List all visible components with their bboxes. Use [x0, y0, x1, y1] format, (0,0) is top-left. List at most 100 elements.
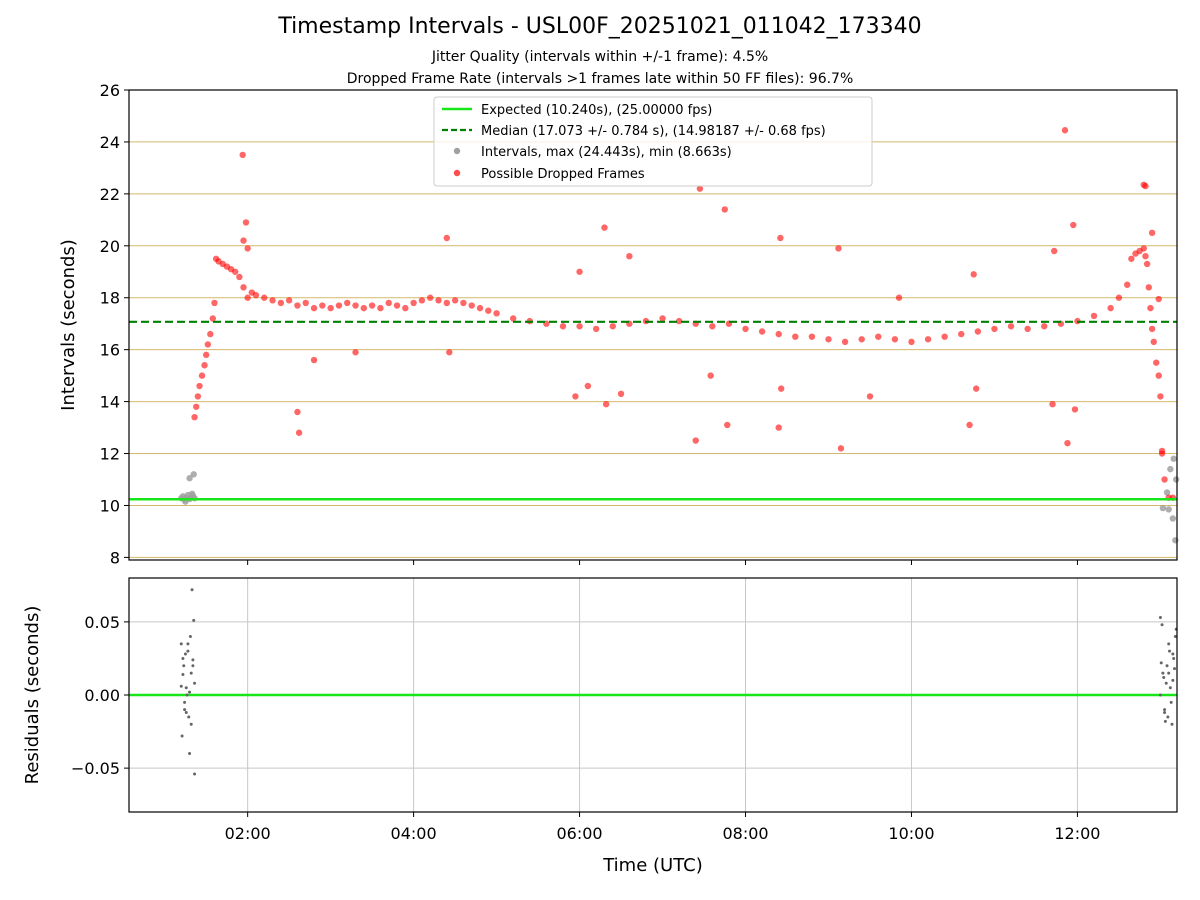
- residual-point: [187, 715, 191, 719]
- dropped-frame-point: [252, 291, 260, 299]
- dropped-frame-point: [592, 325, 600, 333]
- dropped-frame-point: [327, 304, 334, 312]
- xtick-label: 02:00: [225, 824, 271, 843]
- dropped-frame-point: [460, 299, 467, 307]
- top-ytick-label: 8: [110, 548, 120, 567]
- dropped-frame-point: [209, 315, 217, 322]
- top-ytick-label: 12: [100, 445, 120, 464]
- dropped-frame-point: [1070, 221, 1077, 229]
- dropped-frame-point: [202, 351, 210, 359]
- dropped-frame-point: [696, 185, 704, 192]
- dropped-frame-point: [1024, 325, 1031, 333]
- dropped-frame-point: [758, 328, 766, 335]
- dropped-frame-point: [1107, 304, 1114, 312]
- dropped-frame-point: [1158, 447, 1166, 455]
- bottom-y-axis-label: Residuals (seconds): [22, 606, 43, 785]
- residual-point: [1171, 678, 1175, 682]
- dropped-frame-point: [435, 297, 442, 304]
- dropped-frame-point: [476, 304, 484, 312]
- residual-point: [179, 642, 183, 646]
- dropped-frame-point: [908, 338, 915, 346]
- residual-point: [1159, 661, 1163, 665]
- residual-point: [189, 722, 193, 726]
- residual-point: [1162, 675, 1166, 679]
- top-ytick-label: 22: [100, 185, 120, 204]
- dropped-frame-point: [493, 310, 500, 317]
- residual-point: [183, 652, 187, 656]
- dropped-frame-point: [302, 299, 309, 307]
- interval-point: [1170, 455, 1177, 462]
- residual-point: [1172, 656, 1176, 660]
- dropped-frame-point: [1090, 312, 1098, 320]
- legend-entry-median: Median (17.073 +/- 0.784 s), (14.98187 +…: [481, 124, 826, 139]
- dropped-frame-point: [1115, 294, 1123, 301]
- dropped-frame-point: [1148, 325, 1156, 333]
- dropped-frame-point: [360, 304, 368, 312]
- top-ytick-label: 10: [100, 496, 120, 515]
- dropped-frame-point: [941, 333, 948, 340]
- residual-point: [184, 711, 188, 715]
- dropped-frame-point: [468, 302, 475, 309]
- residual-point: [1171, 652, 1175, 656]
- residual-point: [180, 734, 184, 738]
- interval-point: [186, 475, 193, 482]
- top-ytick-label: 18: [100, 289, 120, 308]
- dropped-frame-point: [509, 315, 517, 322]
- dropped-frame-point: [895, 294, 903, 301]
- top-ytick-label: 16: [100, 341, 120, 360]
- dropped-frame-point: [232, 268, 239, 275]
- dropped-frame-point: [385, 299, 392, 307]
- dropped-frame-point: [1049, 400, 1056, 408]
- dropped-frame-point: [1140, 245, 1148, 252]
- dropped-frame-point: [191, 413, 198, 421]
- dropped-frame-point: [1071, 406, 1079, 413]
- dropped-frame-point: [1064, 439, 1071, 447]
- dropped-frame-point: [242, 219, 250, 226]
- bottom-ytick-label: 0.05: [84, 613, 120, 632]
- dropped-frame-point: [198, 372, 206, 379]
- dropped-frame-point: [240, 237, 247, 244]
- residual-point: [186, 642, 190, 646]
- residual-point: [188, 690, 192, 694]
- dropped-frame-point: [344, 299, 351, 307]
- dropped-frame-point: [352, 349, 359, 356]
- dropped-frame-point: [1155, 295, 1162, 303]
- dropped-frame-point: [1041, 323, 1048, 330]
- top-ytick-label: 14: [100, 393, 120, 412]
- dropped-frame-point: [777, 385, 785, 392]
- dropped-frame-point: [1155, 372, 1162, 379]
- dropped-frame-point: [368, 302, 376, 309]
- residual-point: [1164, 681, 1168, 685]
- residual-point: [1158, 615, 1162, 619]
- top-ytick-label: 24: [100, 133, 120, 152]
- dropped-frame-point: [244, 245, 251, 252]
- dropped-frame-point: [602, 400, 610, 408]
- dropped-frame-point: [204, 341, 212, 348]
- bottom-plot-ticks: −0.05 0.00 0.05 02:00 04:00 06:00 08:00 10:00 12…: [71, 613, 1101, 843]
- dropped-frame-point: [427, 294, 434, 301]
- interval-point: [1163, 489, 1171, 496]
- residual-point: [1165, 664, 1169, 668]
- dropped-frame-point: [1007, 323, 1015, 330]
- dropped-frame-point: [239, 151, 246, 159]
- dropped-frame-point: [991, 325, 998, 333]
- dropped-frame-point: [1147, 304, 1154, 312]
- legend-entry-intervals: Intervals, max (24.443s), min (8.663s): [481, 145, 732, 160]
- dropped-frame-point: [825, 336, 832, 343]
- dropped-frame-point: [285, 297, 293, 304]
- dropped-frame-point: [236, 273, 243, 281]
- residual-point: [1173, 667, 1177, 671]
- dropped-frame-point: [775, 330, 782, 338]
- residual-point: [1161, 671, 1165, 675]
- residual-point: [183, 708, 187, 712]
- dropped-frame-point: [269, 297, 276, 304]
- dropped-frame-point: [244, 294, 251, 301]
- residual-point: [1173, 635, 1177, 638]
- residual-point: [1167, 671, 1171, 675]
- residual-point: [1169, 700, 1173, 704]
- dropped-frame-point: [443, 234, 451, 242]
- interval-point: [188, 490, 196, 497]
- legend-swatch-intervals: [453, 147, 461, 155]
- dropped-frame-point: [1124, 281, 1131, 288]
- dropped-frame-point: [194, 393, 202, 400]
